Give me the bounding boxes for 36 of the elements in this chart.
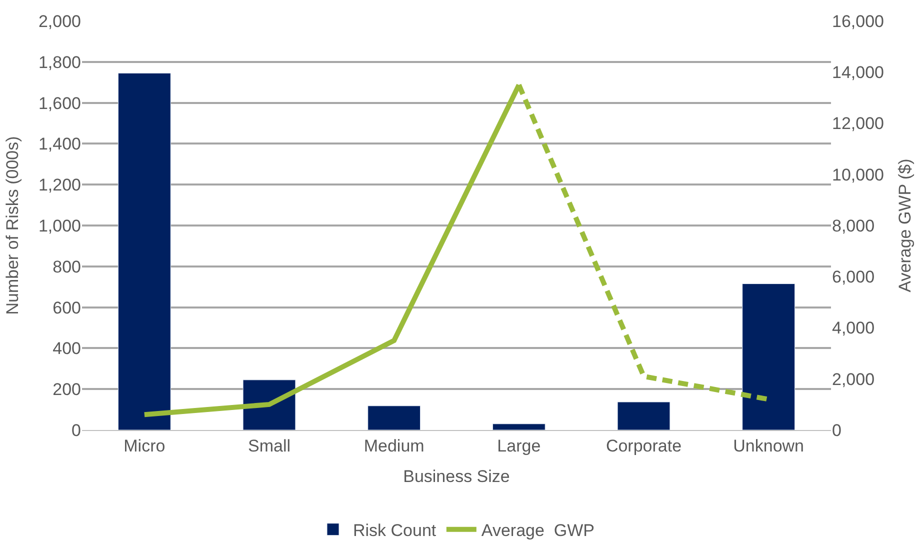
y-tick-label: 600 xyxy=(52,298,81,318)
y-tick-label: 800 xyxy=(52,257,81,276)
legend-label: Risk Count xyxy=(353,520,436,540)
x-tick-label: Large xyxy=(497,436,541,456)
y-tick-label: 400 xyxy=(52,339,81,358)
y2-tick-label: 12,000 xyxy=(832,114,884,134)
y-axis-title: Number of Risks (000s) xyxy=(3,136,22,315)
y-tick-label: 1,800 xyxy=(38,52,81,72)
bar xyxy=(118,72,171,430)
x-tick-label: Small xyxy=(248,436,291,456)
bar xyxy=(492,424,546,430)
y-tick-label: 1,200 xyxy=(38,176,81,195)
x-tick-label: Corporate xyxy=(606,436,682,456)
x-tick-label: Micro xyxy=(124,436,166,456)
y2-tick-label: 14,000 xyxy=(832,63,884,82)
y2-tick-label: 2,000 xyxy=(832,370,875,389)
y-tick-label: 200 xyxy=(52,380,81,400)
y2-tick-label: 4,000 xyxy=(832,318,875,338)
y-tick-label: 1,000 xyxy=(38,216,81,236)
y2-tick-label: 10,000 xyxy=(832,165,884,184)
y2-tick-label: 0 xyxy=(832,420,842,440)
x-axis-title: Business Size xyxy=(403,466,510,486)
y-tick-label: 2,000 xyxy=(38,12,81,31)
y2-axis-title: Average GWP ($) xyxy=(895,158,914,292)
y-tick-label: 0 xyxy=(72,420,81,440)
legend-label: Average GWP xyxy=(481,520,594,540)
y-tick-label: 1,600 xyxy=(38,94,81,113)
x-tick-label: Medium xyxy=(364,436,424,456)
bar xyxy=(368,406,421,430)
x-tick-label: Unknown xyxy=(733,436,804,456)
y2-tick-label: 16,000 xyxy=(832,12,884,31)
bar xyxy=(617,402,670,430)
y-tick-label: 1,400 xyxy=(38,134,81,154)
y2-tick-label: 8,000 xyxy=(832,216,875,236)
y2-tick-label: 6,000 xyxy=(832,268,875,287)
bar xyxy=(742,284,796,430)
